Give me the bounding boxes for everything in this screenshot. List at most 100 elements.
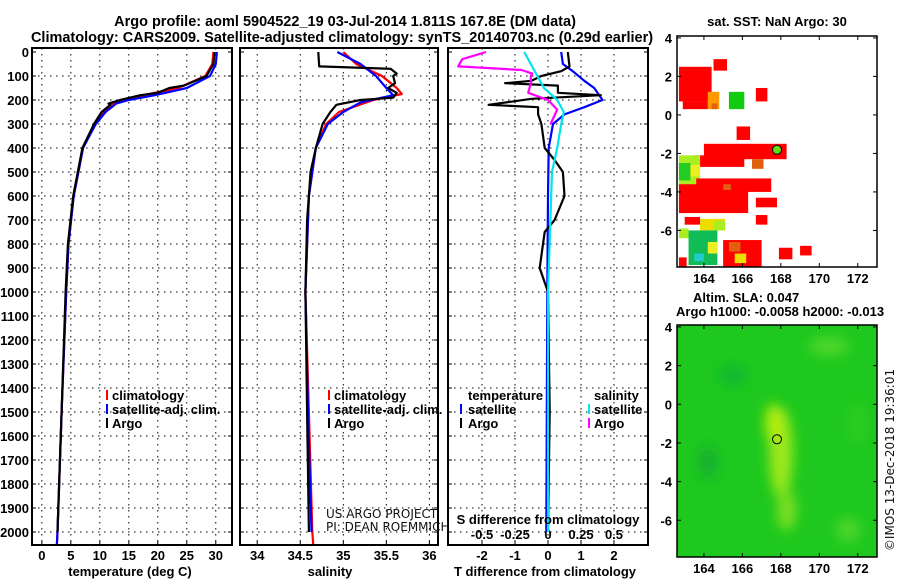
depth-tick-label: 1600 [0, 429, 29, 444]
x-tick-label: 10 [93, 548, 107, 563]
lat-tick-label: -6 [660, 223, 672, 238]
plot-background [240, 48, 438, 545]
legend-label-climatology: climatology [334, 388, 407, 403]
x-tick-label: 34.5 [288, 548, 313, 563]
map-frame [676, 324, 878, 558]
s-difference-axis-label: S difference from climatology [457, 512, 641, 527]
plot-frame [447, 47, 649, 546]
lon-tick-label: 164 [693, 561, 715, 576]
sst-cell [707, 241, 718, 254]
depth-tick-label: 1900 [0, 501, 29, 516]
lat-tick-label: 0 [665, 108, 672, 123]
lat-tick-label: 2 [665, 69, 672, 84]
x-tick-label: 1 [577, 548, 584, 563]
legend-swatch-t-argo [460, 418, 462, 428]
legend-label-climatology: climatology [112, 388, 185, 403]
lon-tick-label: 164 [693, 271, 715, 286]
sla-patch [847, 403, 868, 444]
series-line-argo [56, 51, 216, 533]
depth-tick-label: 1500 [0, 405, 29, 420]
sst-map-title: sat. SST: NaN Argo: 30 [707, 14, 847, 29]
depth-tick-label: 200 [7, 93, 29, 108]
sla-anomaly-patches [697, 336, 868, 542]
depth-tick-label: 1700 [0, 453, 29, 468]
legend-label-satellite: satellite-adj. clim. [334, 402, 442, 417]
temperature-axis-label: temperature (deg C) [68, 564, 192, 579]
legend-label-t-satellite: satellite [468, 402, 516, 417]
sst-cell [711, 103, 718, 110]
t-difference-axis-label: T difference from climatology [454, 564, 637, 579]
sst-cell [682, 101, 708, 110]
depth-tick-label: 1300 [0, 357, 29, 372]
project-credit: US ARGO PROJECT [326, 507, 438, 521]
float-location-marker [772, 434, 782, 445]
sla-patch [776, 490, 797, 531]
depth-tick-label: 300 [7, 117, 29, 132]
s-tick-label: 0.5 [605, 527, 623, 542]
series-line-t-argo [487, 51, 602, 533]
lat-tick-label: -4 [660, 475, 672, 490]
imos-timestamp: ©IMOS 13-Dec-2018 19:36:01 [883, 369, 897, 551]
lat-tick-label: 2 [665, 359, 672, 374]
sla-map: 164 166 168 170 172 4 2 0 -2 -4 -6 [660, 320, 878, 576]
sst-cell [678, 228, 689, 239]
lon-tick-label: 170 [808, 271, 830, 286]
lat-tick-label: -4 [660, 185, 672, 200]
salinity-axis-label: salinity [308, 564, 354, 579]
sst-cell [694, 155, 745, 167]
sst-cell [690, 164, 701, 177]
s-tick-label: -0.5 [471, 527, 493, 542]
sst-cell [678, 184, 749, 214]
sst-map: 164 166 168 170 172 4 2 0 -2 -4 -6 [660, 31, 878, 286]
sst-cell [755, 215, 768, 225]
depth-tick-label: 1000 [0, 285, 29, 300]
depth-tick-label: 600 [7, 189, 29, 204]
legend-swatch-argo [106, 418, 108, 428]
legend-title-temperature: temperature [468, 388, 543, 403]
legend-swatch-climatology [328, 390, 330, 400]
legend-swatch-satellite [328, 404, 330, 414]
lat-tick-label: -6 [660, 513, 672, 528]
legend-swatch-climatology [106, 390, 108, 400]
lon-tick-label: 168 [770, 561, 792, 576]
legend-swatch-t-satellite [460, 404, 462, 414]
x-tick-label: 25 [180, 548, 194, 563]
sst-cell [678, 163, 691, 181]
sst-cell [734, 253, 747, 264]
x-tick-label: -2 [476, 548, 488, 563]
sst-cell [713, 59, 727, 71]
depth-tick-label: 1100 [1, 309, 29, 324]
sla-patch [718, 365, 747, 386]
lon-tick-label: 166 [732, 271, 754, 286]
depth-tick-label: 400 [7, 141, 29, 156]
series-line-s-argo [457, 50, 559, 125]
depth-tick-label: 1200 [0, 333, 29, 348]
series-line-t-satellite [545, 51, 604, 533]
series-line-argo [304, 51, 398, 533]
sst-cell [778, 247, 793, 260]
legend-label-satellite: satellite-adj. clim. [112, 402, 220, 417]
x-tick-label: 5 [67, 548, 74, 563]
pi-credit: PI: DEAN ROEMMICH [326, 520, 449, 534]
x-tick-label: 0 [544, 548, 551, 563]
lon-tick-label: 166 [732, 561, 754, 576]
difference-panel: -2 -1 0 1 2 -0.5 -0.25 0 0.25 0.5 [447, 47, 649, 563]
sst-cell [707, 91, 720, 110]
legend-swatch-s-satellite [588, 404, 590, 414]
depth-tick-label: 900 [7, 261, 29, 276]
lat-tick-label: 0 [665, 397, 672, 412]
sst-cell [700, 218, 726, 231]
legend-label-t-argo: Argo [468, 416, 498, 431]
legend-swatch-argo [328, 418, 330, 428]
sst-cell [694, 253, 704, 262]
sst-cell [678, 257, 687, 267]
legend-swatch-satellite [106, 404, 108, 414]
lon-tick-label: 168 [770, 271, 792, 286]
map-area [677, 325, 877, 557]
lat-tick-label: 4 [665, 320, 673, 335]
plot-frame [239, 47, 439, 546]
depth-tick-label: 0 [22, 45, 29, 60]
lat-tick-label: -2 [660, 436, 672, 451]
x-tick-label: 15 [122, 548, 136, 563]
plot-frame [31, 47, 233, 546]
